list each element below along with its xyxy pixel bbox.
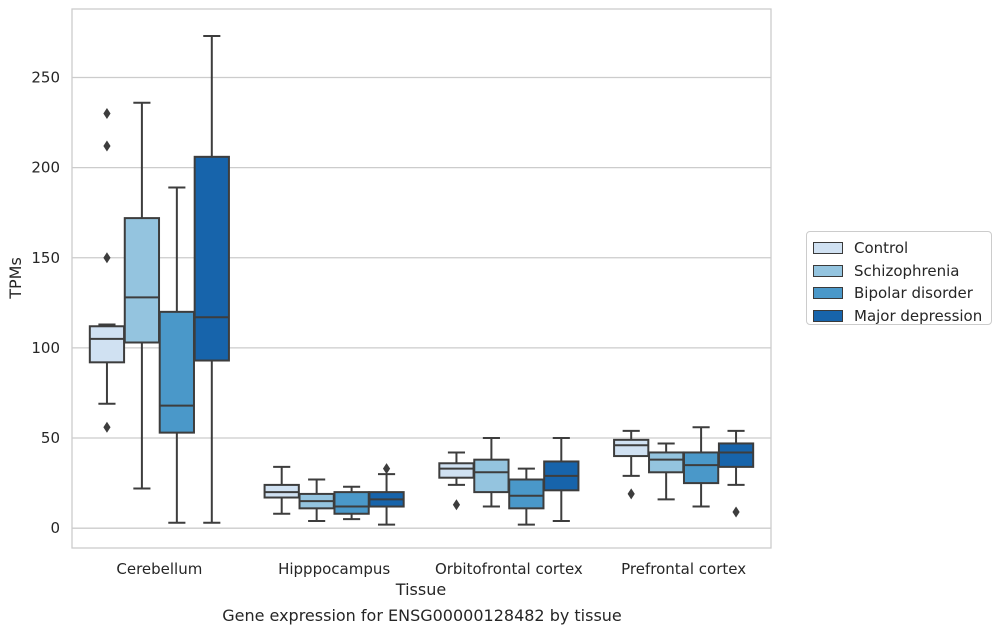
x-tick-label: Prefrontal cortex (621, 560, 746, 578)
iqr-box (88, 325, 126, 364)
box-1-2 (333, 485, 370, 521)
legend-swatch (813, 242, 843, 255)
outlier-point (452, 499, 461, 511)
box-3-1 (648, 442, 685, 501)
x-axis-label: Tissue (395, 580, 446, 599)
x-tick-label: Orbitofrontal cortex (435, 560, 583, 578)
outlier-point (732, 506, 740, 518)
box-groups (88, 35, 755, 526)
y-axis-label: TPMs (6, 257, 25, 300)
outlier-point (627, 488, 635, 500)
iqr-box (717, 442, 755, 468)
iqr-box (193, 155, 230, 362)
legend-label: Bipolar disorder (854, 284, 973, 303)
box-2-2 (508, 467, 545, 526)
box-1-1 (298, 478, 335, 522)
legend-item: Bipolar disorder (813, 282, 991, 305)
iqr-box (508, 478, 545, 510)
iqr-box (438, 462, 475, 479)
y-tick-label: 250 (31, 69, 60, 87)
legend-item: Major depression (813, 305, 991, 328)
iqr-box (333, 491, 370, 515)
chart-caption: Gene expression for ENSG00000128482 by t… (222, 606, 622, 625)
box-2-1 (473, 437, 510, 508)
outlier-point (382, 463, 391, 475)
plot-frame (71, 8, 772, 549)
x-tick-label: Cerebellum (116, 560, 202, 578)
y-tick-labels: 0 50 100 150 200 250 (31, 69, 60, 538)
outlier-point (103, 108, 111, 120)
legend-item: Control (813, 237, 991, 260)
y-tick-label: 200 (31, 159, 60, 177)
box-1-0 (263, 465, 300, 515)
outlier-point (103, 421, 111, 433)
y-tick-label: 100 (31, 339, 60, 357)
legend-swatch (813, 287, 843, 300)
legend-swatch (813, 309, 843, 322)
box-2-0 (438, 451, 475, 511)
y-tick-label: 0 (50, 519, 60, 537)
x-tick-labels: Cerebellum Hipppocampus Orbitofrontal cort… (116, 560, 746, 578)
legend-label: Control (854, 239, 909, 258)
box-0-3 (193, 35, 230, 524)
iqr-box (123, 217, 161, 344)
iqr-box (473, 458, 510, 494)
box-3-2 (682, 426, 720, 508)
iqr-box (648, 451, 685, 474)
box-1-3 (368, 463, 405, 526)
iqr-box (682, 451, 720, 485)
y-tick-label: 50 (41, 429, 60, 447)
iqr-box (158, 310, 195, 434)
legend-label: Major depression (854, 306, 983, 325)
legend-swatch (813, 264, 843, 277)
legend: Control Schizophrenia Bipolar disorder Majo… (806, 231, 992, 325)
box-2-3 (543, 437, 580, 522)
x-tick-label: Hipppocampus (278, 560, 390, 578)
y-tick-label: 150 (31, 249, 60, 267)
legend-label: Schizophrenia (854, 261, 960, 280)
outlier-point (103, 252, 111, 264)
box-0-1 (123, 101, 161, 490)
box-0-2 (158, 186, 195, 524)
box-3-0 (613, 429, 650, 500)
outlier-point (103, 140, 111, 152)
iqr-box (613, 438, 650, 458)
box-0-0 (88, 108, 126, 433)
box-3-3 (717, 429, 755, 518)
legend-item: Schizophrenia (813, 260, 991, 283)
